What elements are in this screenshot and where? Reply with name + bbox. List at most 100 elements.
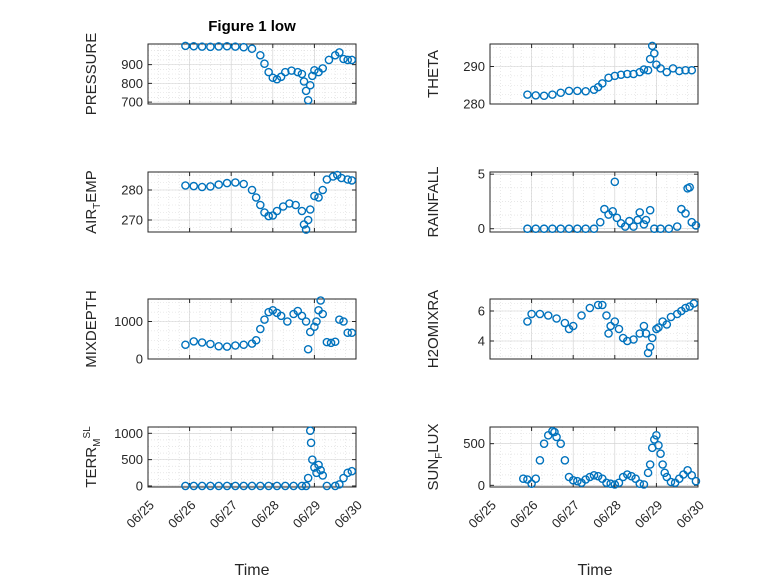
data-point (550, 427, 559, 437)
data-point (181, 340, 190, 350)
data-point (301, 317, 311, 326)
y-tick-label: 0 (136, 478, 143, 493)
data-point (639, 220, 649, 229)
y-tick-label: 290 (463, 59, 485, 74)
data-point (598, 79, 607, 88)
data-point (339, 473, 348, 483)
data-point (660, 468, 670, 478)
data-point (189, 181, 199, 191)
data-point (641, 329, 651, 338)
data-point (197, 481, 207, 491)
data-point (635, 479, 645, 488)
data-point (293, 306, 303, 316)
axes-box (147, 426, 357, 488)
y-axis-label: SUNFLUX (425, 424, 445, 491)
subplot-pressure: 700 800 900 PRESSURE (83, 33, 357, 115)
data-point (276, 311, 286, 321)
data-point (608, 206, 618, 216)
data-point (291, 200, 300, 210)
data-point (618, 472, 628, 482)
data-point (631, 474, 640, 483)
data-point (239, 340, 248, 350)
data-point (629, 335, 638, 344)
data-point (256, 200, 265, 210)
data-point (347, 55, 357, 65)
data-point (347, 176, 357, 185)
data-point (523, 224, 532, 234)
data-point (197, 42, 207, 51)
data-point (324, 55, 334, 65)
data-point (303, 95, 313, 105)
data-point (518, 474, 528, 483)
y-tick-label: 900 (121, 57, 143, 72)
y-axis-label: TERRMSL (82, 426, 103, 488)
y-tick-label: 0 (136, 352, 143, 367)
data-point (247, 44, 257, 53)
data-point (316, 465, 325, 475)
data-point (625, 216, 634, 226)
data-point (610, 317, 620, 326)
data-point (268, 73, 278, 83)
y-tick-label: 4 (478, 334, 485, 349)
data-point (322, 337, 332, 347)
data-point (222, 342, 232, 351)
data-point (197, 182, 207, 192)
data-point (577, 311, 586, 320)
data-point (602, 478, 611, 488)
data-point (339, 317, 348, 326)
y-tick-label: 500 (121, 452, 143, 467)
data-point (614, 324, 624, 334)
data-point (639, 65, 649, 74)
data-point (347, 466, 357, 476)
data-point (301, 225, 311, 234)
data-point (343, 55, 352, 65)
data-point (650, 49, 659, 58)
data-point (593, 300, 603, 310)
data-point (264, 67, 273, 77)
data-point (297, 311, 307, 321)
data-point (629, 222, 638, 231)
axes-box (489, 426, 699, 488)
data-point (627, 471, 636, 481)
data-point (181, 481, 190, 491)
data-point (206, 339, 215, 349)
data-point (272, 74, 282, 84)
data-point (654, 323, 663, 332)
data-point (206, 42, 215, 52)
y-axis-label: RAINFALL (425, 167, 442, 238)
data-point (335, 480, 344, 489)
data-point (310, 191, 319, 201)
data-point (564, 224, 574, 234)
data-point (635, 329, 645, 338)
data-point (652, 431, 661, 440)
data-point (293, 67, 303, 77)
data-point (652, 324, 661, 334)
data-point (662, 472, 672, 482)
y-axis-label: AIRTEMP (83, 170, 103, 234)
data-point (231, 481, 240, 491)
data-point (214, 341, 224, 351)
data-point (322, 481, 332, 491)
data-point (622, 69, 632, 79)
data-point (645, 342, 655, 352)
data-point (239, 42, 248, 52)
data-point (328, 172, 338, 181)
data-point (206, 481, 215, 491)
data-point (523, 317, 532, 326)
data-point (639, 321, 649, 331)
data-point (310, 322, 319, 332)
subplot-theta: 280 290 THETA (425, 41, 699, 112)
axes-box (147, 43, 357, 105)
data-point (339, 54, 348, 64)
data-point (312, 317, 321, 326)
data-point (600, 204, 609, 214)
data-point (672, 222, 682, 231)
data-point (308, 455, 317, 464)
data-point (222, 178, 232, 188)
data-point (231, 341, 240, 350)
data-point (681, 303, 690, 313)
y-tick-label: 1000 (114, 314, 143, 329)
y-tick-label: 6 (478, 304, 485, 319)
data-point (280, 481, 290, 491)
data-point (573, 224, 582, 234)
